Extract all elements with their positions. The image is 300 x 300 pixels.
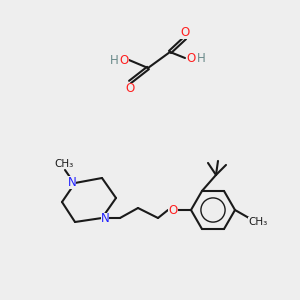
Text: O: O [186, 52, 196, 64]
Text: H: H [196, 52, 206, 64]
Text: O: O [168, 203, 178, 217]
Text: H: H [110, 53, 118, 67]
Text: CH₃: CH₃ [248, 217, 268, 227]
Text: O: O [119, 53, 129, 67]
Text: N: N [68, 176, 76, 188]
Text: CH₃: CH₃ [54, 159, 74, 169]
Text: O: O [180, 26, 190, 38]
Text: N: N [100, 212, 109, 226]
Text: O: O [125, 82, 135, 95]
